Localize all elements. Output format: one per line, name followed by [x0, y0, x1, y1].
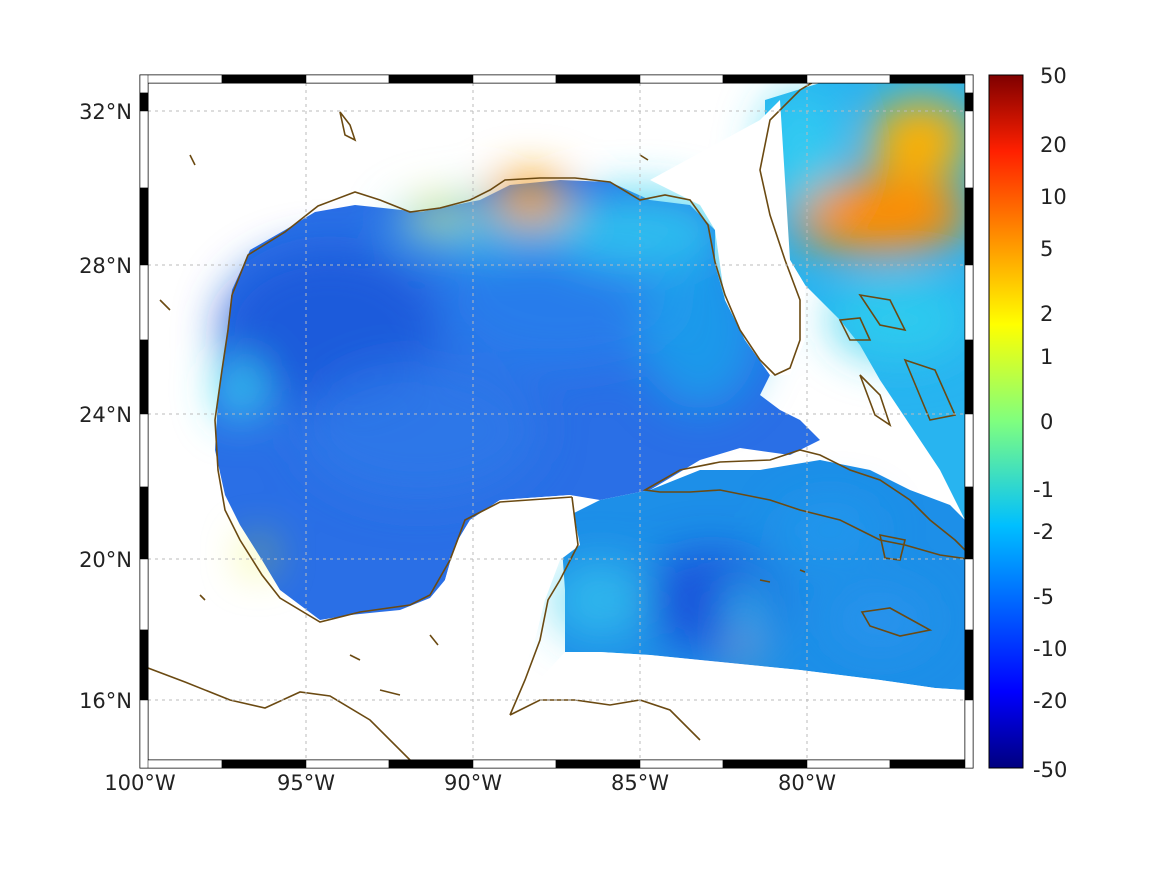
frame-segment-top: [139, 74, 223, 84]
frame-segment-left: [139, 74, 149, 94]
colorbar-label-0: 0: [1040, 410, 1053, 434]
frame-segment-left: [139, 264, 149, 341]
frame-segment-right: [964, 558, 974, 631]
coast-hispaniola: [878, 533, 906, 561]
coast-islands-misc: [159, 111, 806, 696]
frame-segment-right: [964, 92, 974, 112]
lon-tick-label-85w: 85°W: [611, 771, 669, 795]
frame-segment-right: [964, 339, 974, 415]
frame-segment-bottom: [139, 759, 223, 769]
colorbar-label-m1: -1: [1033, 478, 1054, 502]
colorbar-label-m2: -2: [1033, 520, 1054, 544]
coast-yucatan-east: [509, 496, 579, 716]
frame-segment-left: [139, 413, 149, 488]
frame-segment-bottom: [639, 759, 724, 769]
colorbar-label-m50: -50: [1033, 758, 1067, 782]
frame-segment-right: [964, 110, 974, 189]
frame-segment-bottom: [472, 759, 557, 769]
frame-segment-left: [139, 558, 149, 631]
colorbar-label-1: 1: [1040, 345, 1053, 369]
colorbar-label-50: 50: [1040, 64, 1067, 88]
lon-tick-label-90w: 90°W: [444, 771, 502, 795]
frame-segment-left: [139, 629, 149, 701]
frame-segment-top: [889, 74, 974, 84]
colorbar-tick-labels: 50 20 10 5 2 1 0 -1 -2 -5 -10 -20 -50: [1033, 64, 1067, 782]
frame-segment-top: [555, 74, 641, 84]
colorbar-label-20: 20: [1040, 133, 1067, 157]
frame-segment-left: [139, 187, 149, 266]
frame-segment-right: [964, 187, 974, 266]
land-yucatan: [148, 495, 580, 760]
frame-segment-top: [388, 74, 474, 84]
frame-segment-top: [472, 74, 557, 84]
frame-segment-left: [139, 92, 149, 112]
frame-segment-right: [964, 264, 974, 341]
frame-segment-right: [964, 74, 974, 94]
frame-segment-left: [139, 110, 149, 189]
map-frame: [139, 74, 974, 769]
lon-tick-label-80w: 80°W: [778, 771, 836, 795]
colorbar-bar: [988, 74, 1024, 769]
colorbar-label-2: 2: [1040, 302, 1053, 326]
land-central-america: [520, 652, 965, 760]
frame-segment-top: [639, 74, 724, 84]
colorbar: 50 20 10 5 2 1 0 -1 -2 -5 -10 -20 -50: [988, 64, 1067, 782]
colorbar-label-m10: -10: [1033, 637, 1067, 661]
coastlines: [148, 83, 965, 760]
lat-tick-labels: 32°N 28°N 24°N 20°N 16°N: [79, 100, 132, 713]
frame-segment-bottom: [305, 759, 390, 769]
coast-gulf-north: [231, 83, 814, 376]
lat-tick-label-32n: 32°N: [79, 100, 132, 124]
frame-segment-right: [964, 413, 974, 488]
lat-tick-label-20n: 20°N: [79, 548, 132, 572]
frame-segment-right: [964, 486, 974, 560]
frame-segment-right: [964, 699, 974, 769]
frame-segment-bottom: [388, 759, 474, 769]
frame-segment-left: [139, 339, 149, 415]
frame-segment-bottom: [221, 759, 307, 769]
lon-tick-label-100w: 100°W: [104, 771, 176, 795]
land-florida: [650, 100, 805, 375]
colorbar-label-m5: -5: [1033, 585, 1054, 609]
frame-segment-top: [806, 74, 891, 84]
lat-tick-label-24n: 24°N: [79, 403, 132, 427]
coast-gulf-west: [214, 294, 573, 623]
lon-tick-label-95w: 95°W: [277, 771, 335, 795]
colorbar-label-10: 10: [1040, 185, 1067, 209]
lat-tick-label-28n: 28°N: [79, 254, 132, 278]
land-mask: [148, 100, 965, 760]
frame-segment-left: [139, 486, 149, 560]
coast-bahamas: [838, 293, 957, 427]
coast-cuba: [642, 449, 965, 560]
frame-segment-bottom: [555, 759, 641, 769]
frame-segment-top: [722, 74, 808, 84]
frame-segment-top: [305, 74, 390, 84]
frame-segment-right: [964, 629, 974, 701]
frame-segment-left: [139, 699, 149, 769]
frame-segment-top: [221, 74, 307, 84]
colorbar-label-5: 5: [1040, 237, 1053, 261]
map-grid: [148, 83, 965, 760]
lat-tick-label-16n: 16°N: [79, 689, 132, 713]
map-plot-area: [148, 83, 965, 760]
frame-segment-bottom: [889, 759, 974, 769]
lon-tick-labels: 100°W 95°W 90°W 85°W 80°W: [104, 771, 836, 795]
frame-segment-bottom: [722, 759, 808, 769]
coast-jamaica: [860, 607, 933, 637]
colorbar-label-m20: -20: [1033, 689, 1067, 713]
frame-segment-bottom: [806, 759, 891, 769]
